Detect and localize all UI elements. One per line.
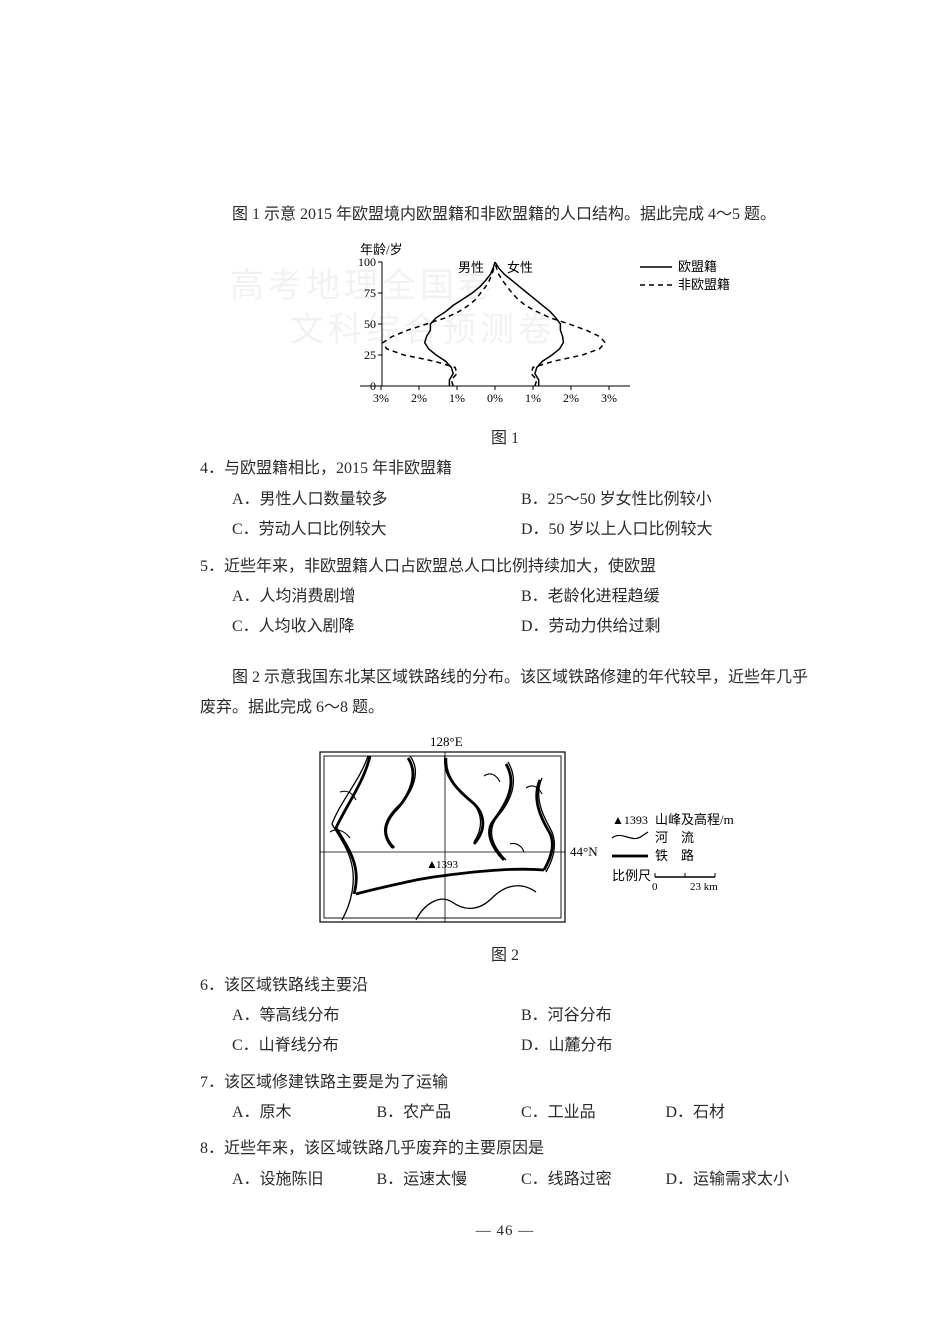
svg-text:1%: 1% — [525, 391, 541, 405]
q7-optA: A．原木 — [232, 1098, 377, 1128]
q8-optD: D．运输需求太小 — [666, 1165, 811, 1195]
section2-intro: 图 2 示意我国东北某区域铁路线的分布。该区域铁路修建的年代较早，近些年几乎废弃… — [200, 663, 810, 724]
svg-text:2%: 2% — [411, 391, 427, 405]
q5-optA: A．人均消费剧增 — [232, 582, 521, 612]
figure1-chart: 年龄/岁 0255075100 3%2%1%0%1%2%3% 男性 女性 欧盟籍… — [300, 240, 730, 420]
legend-peak-label: 山峰及高程/m — [655, 812, 734, 827]
peak-elev: 1393 — [436, 859, 459, 871]
q5-optB: B．老龄化进程趋缓 — [521, 582, 810, 612]
q8-optC: C．线路过密 — [521, 1165, 666, 1195]
svg-text:0%: 0% — [487, 391, 503, 405]
figure2-map: 128°E 44°N — [270, 732, 740, 937]
figure1-caption: 图 1 — [200, 424, 810, 448]
svg-text:2%: 2% — [563, 391, 579, 405]
q7-optB: B．农产品 — [377, 1098, 522, 1128]
male-label: 男性 — [458, 260, 484, 275]
legend-noneu: 非欧盟籍 — [678, 277, 730, 292]
figure2-wrap: 128°E 44°N — [200, 732, 810, 937]
svg-text:3%: 3% — [601, 391, 617, 405]
q5-optD: D．劳动力供给过剩 — [521, 612, 810, 642]
svg-text:3%: 3% — [373, 391, 389, 405]
q4-options: A．男性人口数量较多 B．25～50 岁女性比例较小 C．劳动人口比例较大 D．… — [232, 485, 810, 546]
legend-eu: 欧盟籍 — [678, 259, 717, 274]
scale-23: 23 km — [690, 881, 718, 893]
q4-optD: D．50 岁以上人口比例较大 — [521, 515, 810, 545]
scale-0: 0 — [652, 881, 658, 893]
q7-optD: D．石材 — [666, 1098, 811, 1128]
q4-optB: B．25～50 岁女性比例较小 — [521, 485, 810, 515]
q6-optD: D．山麓分布 — [521, 1031, 810, 1061]
legend-rail-label: 铁 路 — [655, 848, 694, 863]
page-number: — 46 — — [200, 1223, 810, 1240]
q8-optA: A．设施陈旧 — [232, 1165, 377, 1195]
q5-stem: 5．近些年来，非欧盟籍人口占欧盟总人口比例持续加大，使欧盟 — [200, 552, 810, 582]
q4-stem: 4．与欧盟籍相比，2015 年非欧盟籍 — [200, 454, 810, 484]
lat-label: 44°N — [570, 844, 598, 859]
figure2-caption: 图 2 — [200, 941, 810, 965]
legend-river-label: 河 流 — [655, 830, 694, 845]
q7-optC: C．工业品 — [521, 1098, 666, 1128]
svg-text:100: 100 — [358, 255, 376, 269]
q4-optA: A．男性人口数量较多 — [232, 485, 521, 515]
svg-text:1%: 1% — [449, 391, 465, 405]
svg-text:75: 75 — [364, 286, 376, 300]
legend-peak-symbol: ▲1393 — [612, 813, 648, 827]
svg-text:50: 50 — [364, 317, 376, 331]
q5-optC: C．人均收入剧降 — [232, 612, 521, 642]
q4-optC: C．劳动人口比例较大 — [232, 515, 521, 545]
q8-stem: 8．近些年来，该区域铁路几乎废弃的主要原因是 — [200, 1134, 810, 1164]
q6-stem: 6．该区域铁路线主要沿 — [200, 971, 810, 1001]
q6-optC: C．山脊线分布 — [232, 1031, 521, 1061]
figure1-wrap: 年龄/岁 0255075100 3%2%1%0%1%2%3% 男性 女性 欧盟籍… — [200, 240, 810, 420]
q6-optB: B．河谷分布 — [521, 1001, 810, 1031]
q8-options: A．设施陈旧 B．运速太慢 C．线路过密 D．运输需求太小 — [232, 1165, 810, 1195]
lon-label: 128°E — [430, 734, 463, 749]
q7-stem: 7．该区域修建铁路主要是为了运输 — [200, 1068, 810, 1098]
legend-scale-label: 比例尺 — [612, 868, 651, 883]
section1-intro: 图 1 示意 2015 年欧盟境内欧盟籍和非欧盟籍的人口结构。据此完成 4～5 … — [200, 200, 810, 230]
q6-optA: A．等高线分布 — [232, 1001, 521, 1031]
svg-text:25: 25 — [364, 348, 376, 362]
q6-options: A．等高线分布 B．河谷分布 C．山脊线分布 D．山麓分布 — [232, 1001, 810, 1062]
female-label: 女性 — [507, 260, 533, 275]
q8-optB: B．运速太慢 — [377, 1165, 522, 1195]
q7-options: A．原木 B．农产品 C．工业品 D．石材 — [232, 1098, 810, 1128]
q5-options: A．人均消费剧增 B．老龄化进程趋缓 C．人均收入剧降 D．劳动力供给过剩 — [232, 582, 810, 643]
